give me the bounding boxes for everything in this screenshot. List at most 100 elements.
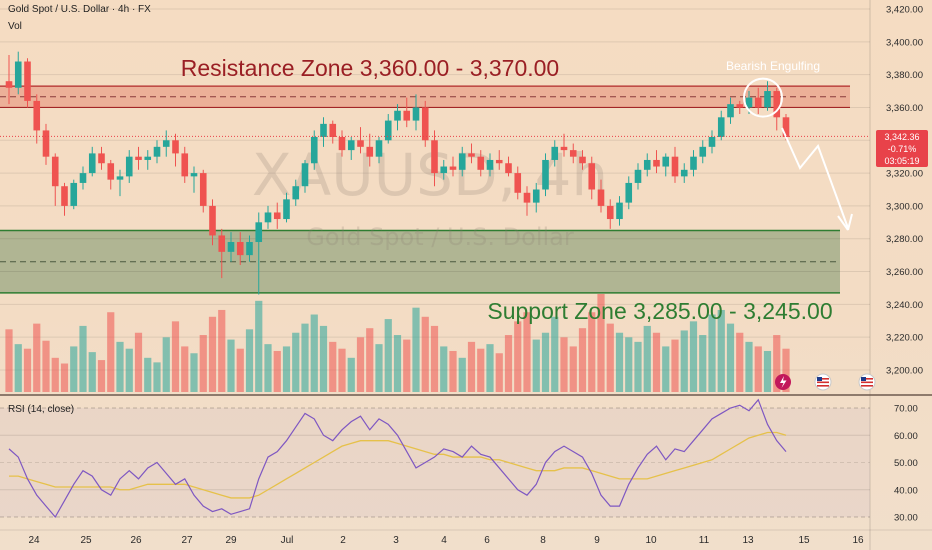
candle: [5, 54, 13, 105]
candle: [70, 179, 78, 210]
volume-bar: [403, 339, 411, 392]
candle: [162, 130, 170, 157]
volume-bar: [569, 346, 577, 392]
candle: [366, 133, 374, 167]
rsi-band: [0, 408, 870, 517]
candle: [431, 130, 438, 187]
candle: [662, 153, 670, 177]
candle: [236, 232, 244, 265]
price-tick-label: 3,300.00: [886, 201, 923, 212]
volume-bar: [282, 346, 291, 392]
candle-body: [727, 104, 734, 118]
candle: [273, 202, 281, 229]
flag-canton-shape: [861, 377, 866, 381]
flag-canton-shape: [817, 377, 822, 381]
candle: [61, 182, 68, 216]
candle-body: [51, 156, 59, 187]
candle-body: [292, 186, 300, 200]
watermark-name: Gold Spot / U.S. Dollar: [306, 223, 574, 251]
candle-body: [403, 110, 411, 121]
volume-bar: [763, 350, 772, 392]
rsi-line: [8, 398, 787, 519]
candle-body: [310, 136, 318, 164]
candle-body: [61, 186, 68, 206]
candle-body: [764, 91, 771, 108]
candle-body: [98, 153, 105, 164]
candle-body: [357, 140, 364, 147]
candle-body: [88, 153, 96, 174]
candle-body: [560, 146, 568, 151]
volume-bar: [671, 339, 679, 392]
volume-bar: [523, 312, 531, 392]
date-tick-label: 26: [130, 535, 142, 546]
date-tick-label: 9: [594, 535, 600, 546]
candle: [569, 143, 577, 164]
candle: [283, 192, 290, 223]
candle-body: [662, 156, 670, 167]
candle-body: [255, 222, 263, 243]
candle: [218, 228, 226, 279]
volume-bar: [467, 341, 476, 392]
date-tick-label: 8: [540, 535, 546, 546]
candle: [181, 146, 189, 183]
projection-arrow-path: [781, 127, 849, 229]
candle-body: [754, 97, 762, 108]
candle-body: [107, 163, 115, 180]
volume-bar: [5, 329, 13, 392]
candle: [384, 114, 392, 144]
rsi-ma-line: [9, 431, 787, 499]
price-tick-label: 3,380.00: [886, 70, 923, 81]
volume-bar: [384, 319, 392, 392]
candle: [458, 146, 466, 177]
volume-bar: [625, 337, 633, 392]
volume-bar: [70, 346, 78, 392]
candle-body: [468, 153, 475, 157]
volume-bar: [477, 348, 485, 392]
price-tick-label: 3,260.00: [886, 267, 923, 278]
candle-body: [588, 163, 596, 190]
volume-bar: [745, 341, 753, 392]
flag-stripe-shape: [861, 385, 873, 387]
event-icons: [775, 373, 876, 391]
candle: [440, 159, 448, 180]
candle-body: [625, 182, 633, 203]
candle: [505, 156, 512, 177]
volume-bar: [236, 348, 244, 392]
volume-bar: [634, 341, 642, 392]
volume-bar: [440, 346, 448, 392]
volume-bar: [560, 337, 568, 392]
candle-body: [458, 153, 466, 170]
candle: [301, 159, 309, 193]
volume-bar: [227, 339, 235, 392]
date-tick-label: 4: [441, 535, 447, 546]
volume-bar: [708, 314, 716, 392]
volume-bar: [597, 294, 605, 392]
candle-body: [181, 153, 189, 177]
volume-bar: [273, 350, 281, 392]
rsi-pane: 30.00 40.00 50.00 60.00 70.00: [0, 398, 932, 531]
candle: [708, 130, 716, 154]
candle-body: [79, 173, 87, 183]
projection-arrow-head: [837, 213, 853, 231]
candle-body: [218, 235, 226, 252]
candle: [717, 110, 725, 141]
candle-body: [33, 100, 41, 131]
volume-bar: [782, 348, 790, 392]
candle-body: [579, 156, 586, 164]
volume-bar: [486, 344, 494, 392]
date-tick-label: 27: [181, 535, 193, 546]
candle: [449, 156, 457, 177]
candle-body: [745, 97, 753, 108]
candle-body: [699, 146, 707, 157]
candle: [135, 146, 142, 170]
candle: [634, 163, 642, 190]
volume-bar: [643, 325, 651, 392]
candle-body: [643, 159, 651, 170]
candle-body: [24, 61, 31, 101]
volume-bar: [726, 323, 735, 392]
date-tick-label: 15: [798, 535, 810, 546]
candle: [588, 156, 596, 200]
candle-body: [690, 156, 697, 170]
candle-body: [329, 123, 337, 137]
volume-bar: [773, 335, 781, 392]
